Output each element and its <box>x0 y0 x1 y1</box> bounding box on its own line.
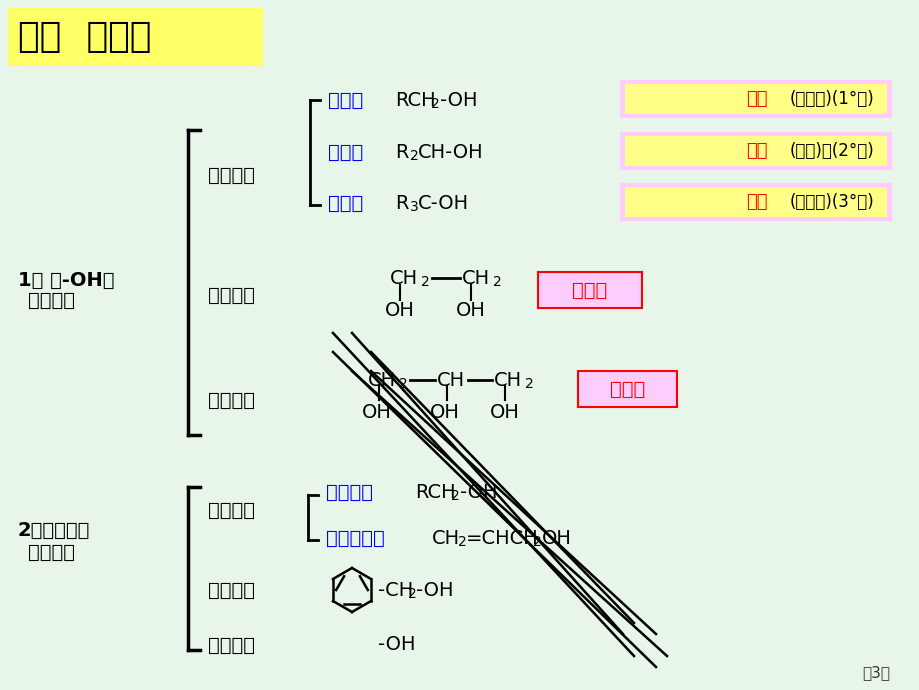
Text: 丙三醇: 丙三醇 <box>609 380 645 399</box>
Text: (第一醇)(1°醇): (第一醇)(1°醇) <box>789 90 874 108</box>
FancyBboxPatch shape <box>619 183 891 221</box>
Text: 脂环醇：: 脂环醇： <box>208 635 255 655</box>
Text: 二元醇：: 二元醇： <box>208 286 255 304</box>
FancyBboxPatch shape <box>619 132 891 170</box>
Text: OH: OH <box>541 529 572 547</box>
Text: -OH: -OH <box>378 635 415 655</box>
Text: CH: CH <box>432 529 460 547</box>
Text: 2: 2 <box>399 377 407 391</box>
Text: 2: 2 <box>421 275 429 289</box>
Text: 一元醇：: 一元醇： <box>208 166 255 184</box>
Text: 2: 2 <box>458 535 466 549</box>
Text: RCH: RCH <box>394 90 436 110</box>
Text: C-OH: C-OH <box>417 193 469 213</box>
Text: 仲醇: 仲醇 <box>745 142 767 160</box>
Text: 2: 2 <box>532 535 541 549</box>
Text: 2、按烃基结: 2、按烃基结 <box>18 520 90 540</box>
Text: CH: CH <box>390 268 417 288</box>
Text: OH: OH <box>429 402 460 422</box>
Text: -OH: -OH <box>415 580 453 600</box>
Text: R: R <box>394 143 408 161</box>
Text: 不饱和醇：: 不饱和醇： <box>325 529 384 547</box>
Text: OH: OH <box>456 301 485 319</box>
Text: 2: 2 <box>410 149 418 163</box>
FancyBboxPatch shape <box>624 187 886 217</box>
FancyBboxPatch shape <box>619 80 891 118</box>
FancyBboxPatch shape <box>8 8 263 66</box>
Text: (第二)醇(2°醇): (第二)醇(2°醇) <box>789 142 874 160</box>
Text: 3: 3 <box>410 200 418 214</box>
Text: =CHCH: =CHCH <box>466 529 539 547</box>
FancyBboxPatch shape <box>624 136 886 166</box>
Text: OH: OH <box>490 402 519 422</box>
Text: CH-OH: CH-OH <box>417 143 483 161</box>
Text: RCH: RCH <box>414 482 455 502</box>
Text: 2: 2 <box>407 587 416 601</box>
Text: 2: 2 <box>430 97 439 111</box>
Text: OH: OH <box>384 301 414 319</box>
Text: 第3页: 第3页 <box>861 665 889 680</box>
Text: 二、  醇分类: 二、 醇分类 <box>18 20 152 54</box>
Text: 目分类：: 目分类： <box>28 290 75 310</box>
Text: 仲醇：: 仲醇： <box>328 143 363 161</box>
Text: CH: CH <box>437 371 465 389</box>
Text: 饱和醇：: 饱和醇： <box>325 482 372 502</box>
FancyBboxPatch shape <box>624 84 886 114</box>
Text: 2: 2 <box>525 377 533 391</box>
Text: R: R <box>394 193 408 213</box>
Text: 2: 2 <box>493 275 501 289</box>
Text: 2: 2 <box>450 489 460 503</box>
Text: 乙二醇: 乙二醇 <box>572 281 607 299</box>
Text: 构分类：: 构分类： <box>28 542 75 562</box>
Text: 芳香醇：: 芳香醇： <box>208 580 255 600</box>
Text: 脂肪醇：: 脂肪醇： <box>208 500 255 520</box>
Text: -OH: -OH <box>439 90 477 110</box>
Text: CH: CH <box>368 371 396 389</box>
Text: CH: CH <box>461 268 490 288</box>
Text: 叔醇：: 叔醇： <box>328 193 363 213</box>
Text: 伯醇：: 伯醇： <box>328 90 363 110</box>
Text: 叔醇: 叔醇 <box>745 193 767 211</box>
Text: 1、 按-OH数: 1、 按-OH数 <box>18 270 114 290</box>
Text: CH: CH <box>494 371 522 389</box>
Text: 多元醇：: 多元醇： <box>208 391 255 409</box>
Text: -CH: -CH <box>378 580 413 600</box>
FancyBboxPatch shape <box>538 272 641 308</box>
Text: (第三醇)(3°醇): (第三醇)(3°醇) <box>789 193 874 211</box>
Text: OH: OH <box>361 402 391 422</box>
Text: 伯醇: 伯醇 <box>745 90 767 108</box>
Text: -OH: -OH <box>460 482 497 502</box>
FancyBboxPatch shape <box>577 371 676 407</box>
